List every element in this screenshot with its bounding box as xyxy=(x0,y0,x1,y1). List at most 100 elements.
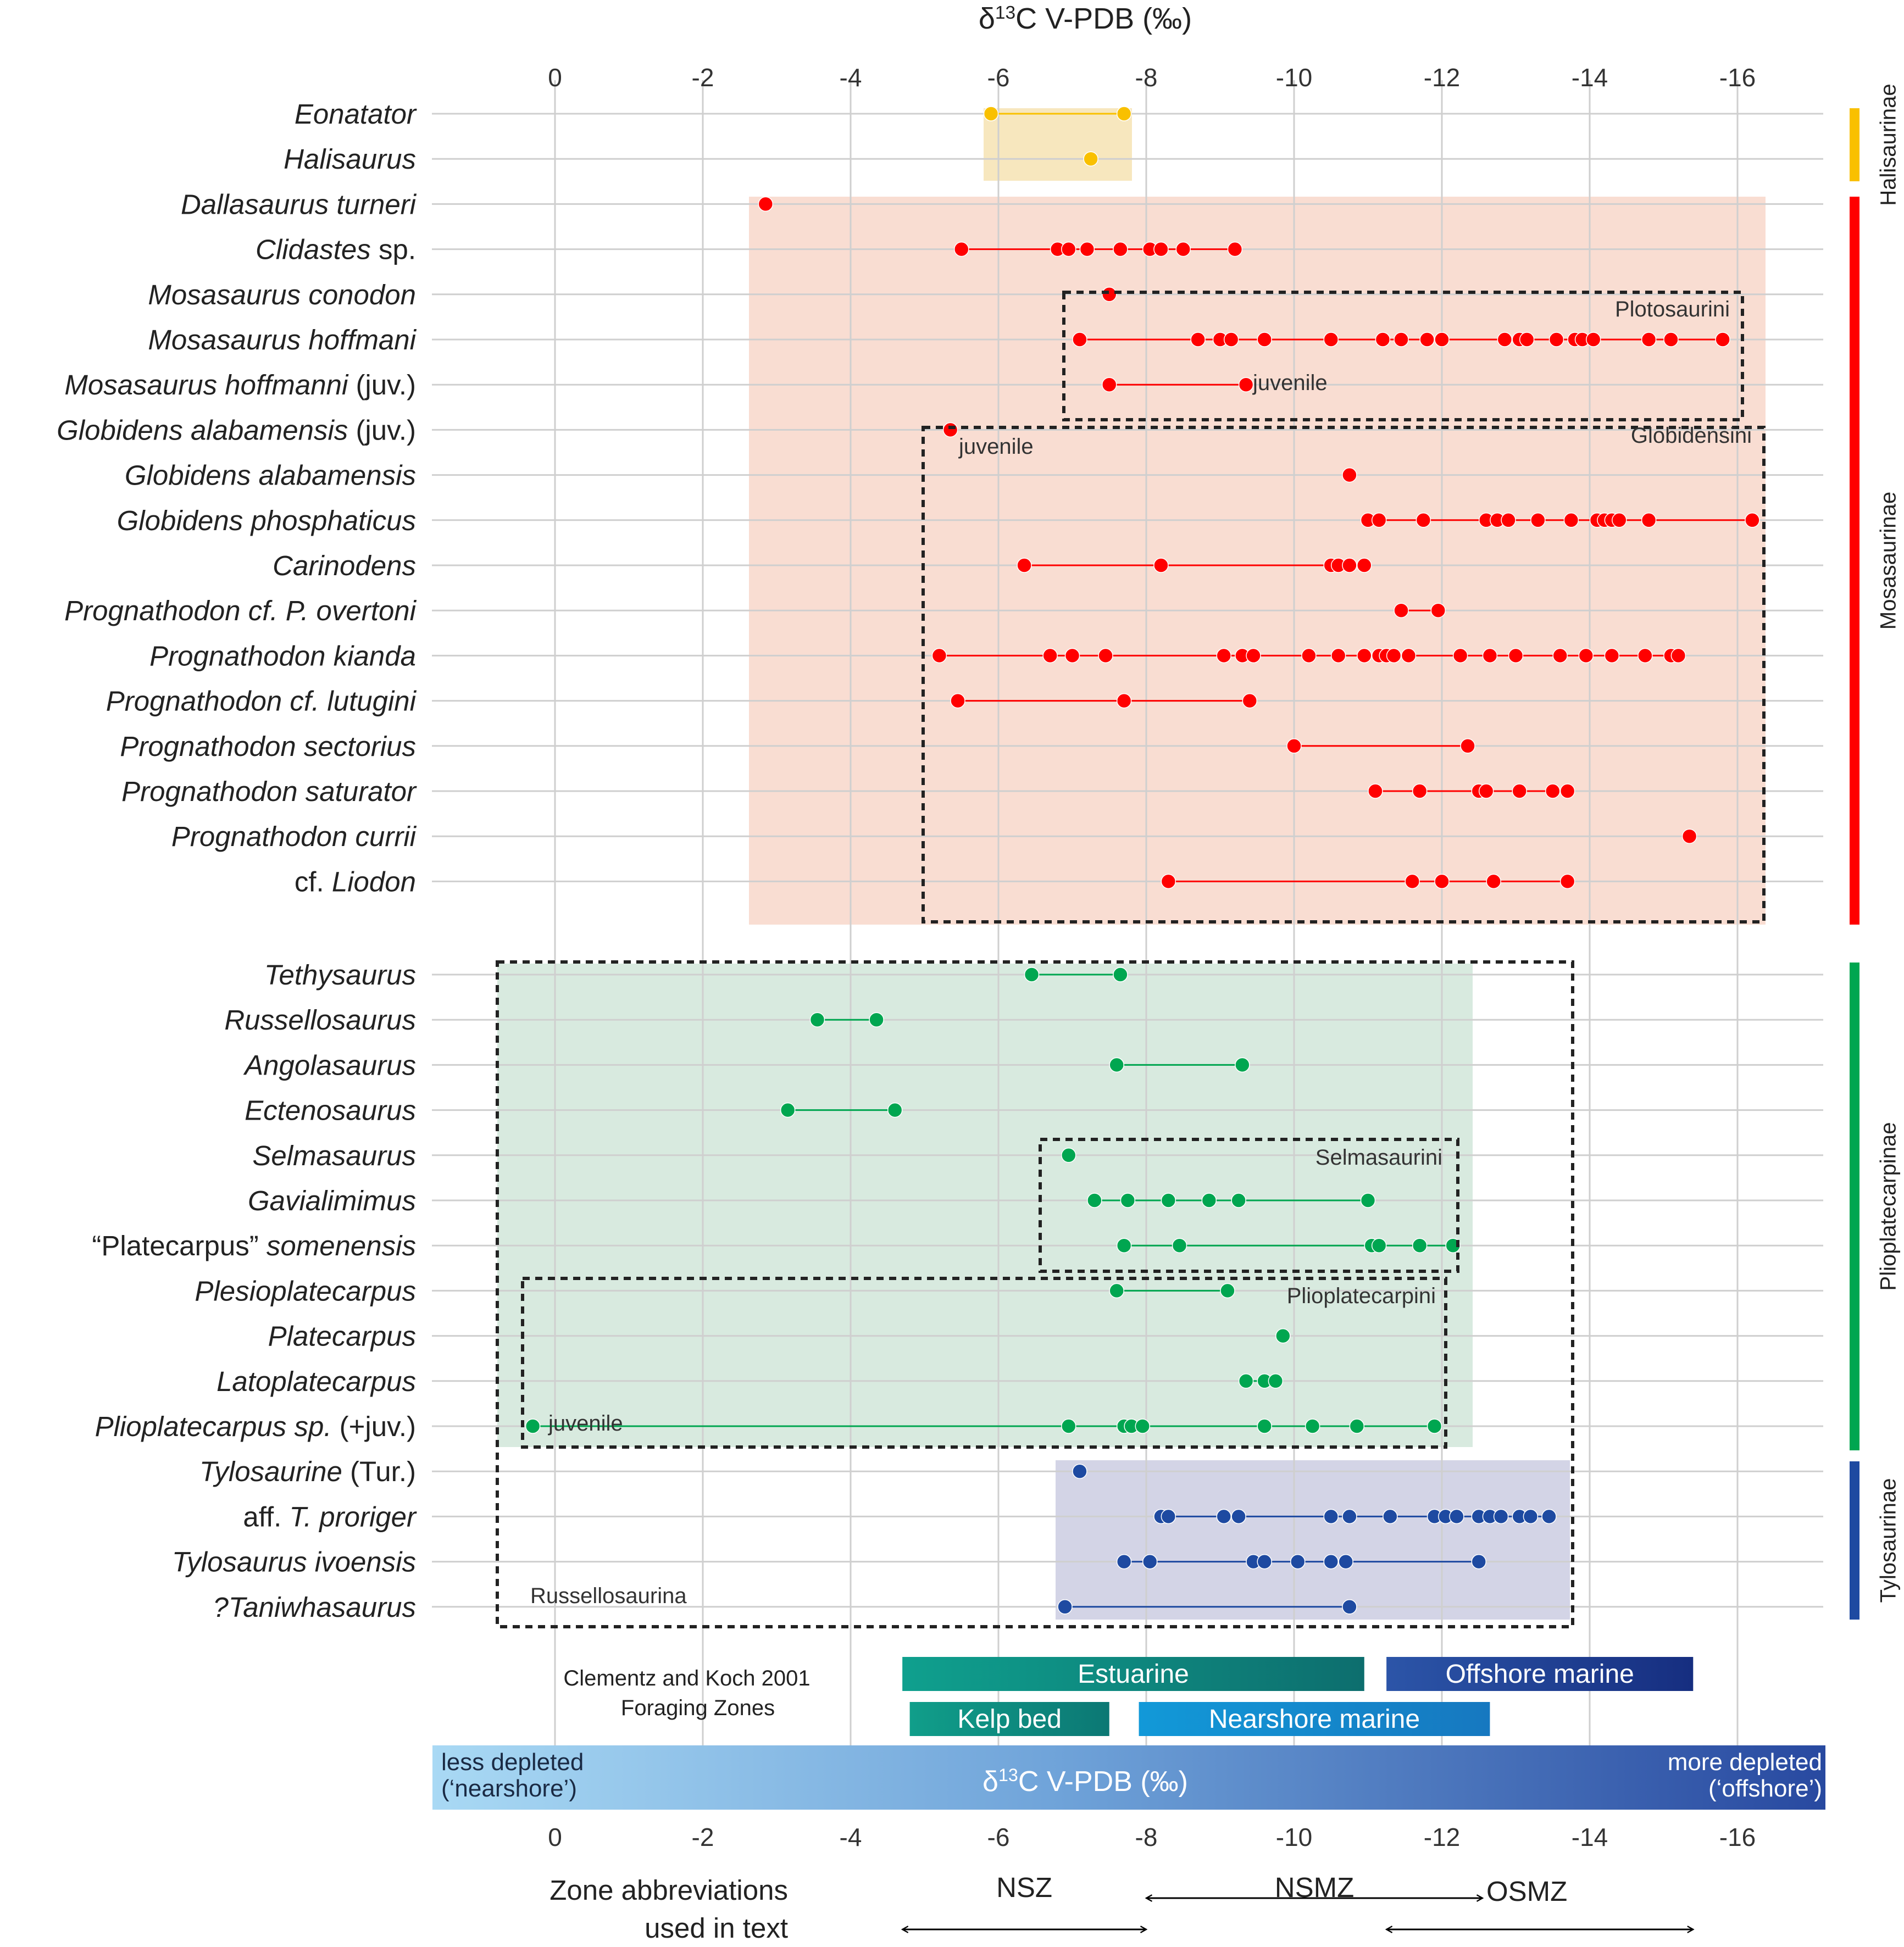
data-point xyxy=(1098,648,1113,664)
data-point xyxy=(1172,1238,1187,1253)
foraging-zone-label: Kelp bed xyxy=(957,1705,1062,1734)
data-point xyxy=(1268,1373,1284,1389)
data-point xyxy=(525,1418,541,1434)
top-tick-label: -14 xyxy=(1572,63,1608,92)
data-point xyxy=(1113,241,1128,257)
data-point xyxy=(1216,648,1231,664)
taxon-label: Latoplatecarpus xyxy=(217,1366,416,1397)
data-point xyxy=(983,106,999,121)
group-bar xyxy=(1850,1461,1859,1620)
taxon-label: Eonatator xyxy=(295,98,417,130)
group-bar xyxy=(1850,108,1859,181)
data-point xyxy=(942,422,958,438)
taxon-label: Globidens alabamensis xyxy=(125,460,416,491)
taxon-label: cf. Liodon xyxy=(295,866,416,897)
juvenile-label: juvenile xyxy=(958,435,1034,459)
data-point xyxy=(1386,648,1402,664)
data-point xyxy=(1471,1554,1486,1570)
taxon-label: Tylosaurus ivoensis xyxy=(172,1547,416,1578)
tribe-label: Selmasaurini xyxy=(1315,1145,1442,1170)
data-point xyxy=(1061,1148,1076,1163)
foraging-zone-bar xyxy=(909,1702,1109,1736)
taxon-label: Mosasaurus hoffmani xyxy=(148,324,417,355)
data-point xyxy=(1559,783,1575,799)
data-point xyxy=(1057,1599,1073,1615)
foraging-zone-bar xyxy=(1139,1702,1490,1736)
data-point xyxy=(1383,1509,1398,1525)
tribe-box xyxy=(922,426,1766,924)
data-point xyxy=(1323,332,1339,347)
data-point xyxy=(1216,1509,1231,1525)
taxon-label: Russellosaurus xyxy=(224,1004,416,1036)
data-point xyxy=(1235,1057,1250,1073)
data-point xyxy=(1641,513,1657,528)
data-point xyxy=(1394,332,1409,347)
data-point xyxy=(1072,1464,1087,1479)
data-point xyxy=(1227,241,1243,257)
data-point xyxy=(1360,1193,1376,1208)
data-point xyxy=(1508,648,1524,664)
taxon-label: Prognathodon currii xyxy=(171,821,417,852)
data-point xyxy=(1113,967,1128,982)
zone-abbrev-label: OSMZ xyxy=(1486,1876,1567,1907)
data-point xyxy=(1290,1554,1306,1570)
juvenile-annotations: juvenile juvenile juvenile xyxy=(548,371,1328,1436)
foraging-zone-bar xyxy=(1386,1657,1694,1691)
data-point xyxy=(1412,1238,1428,1253)
data-point xyxy=(1349,1418,1365,1434)
data-point xyxy=(1460,738,1475,754)
data-point xyxy=(1452,648,1468,664)
taxon-label: Prognathodon kianda xyxy=(149,640,416,671)
data-point xyxy=(1548,332,1564,347)
gridlines xyxy=(554,80,1739,1745)
data-point xyxy=(1142,1554,1158,1570)
data-point xyxy=(1401,648,1417,664)
top-tick-label: -6 xyxy=(987,63,1010,92)
tylosaurinae-background xyxy=(1056,1460,1570,1620)
taxon-label: Dallasaurus turneri xyxy=(181,188,417,220)
halisaurinae-background xyxy=(984,108,1132,181)
data-point xyxy=(1663,332,1679,347)
foraging-zone-bar xyxy=(902,1657,1364,1691)
taxon-label: Halisaurus xyxy=(284,143,416,175)
top-axis-title: δ13C V-PDB (‰) xyxy=(979,2,1192,35)
taxon-label: Tethysaurus xyxy=(264,959,416,991)
taxon-label: Ectenosaurus xyxy=(245,1095,416,1126)
foraging-zone-label: Estuarine xyxy=(1078,1660,1189,1689)
foraging-caption-line1: Clementz and Koch 2001 xyxy=(563,1666,810,1690)
data-point xyxy=(1371,1238,1387,1253)
data-point xyxy=(1079,241,1095,257)
data-point xyxy=(1715,332,1730,347)
data-point xyxy=(1412,783,1428,799)
bottom-tick-label: 0 xyxy=(548,1823,562,1851)
data-point xyxy=(1102,287,1117,302)
mosasaurinae-background xyxy=(749,197,1766,925)
tribe-boxes: Plotosaurini Globidensini Selmasaurini Plio… xyxy=(496,291,1766,1628)
data-point xyxy=(758,196,774,212)
group-bar xyxy=(1850,963,1859,1450)
data-point xyxy=(1501,513,1516,528)
data-point xyxy=(1419,332,1435,347)
data-point xyxy=(1042,648,1058,664)
data-point xyxy=(1161,1193,1176,1208)
tribe-box xyxy=(496,960,1574,1628)
data-point xyxy=(1116,106,1132,121)
data-point xyxy=(1493,1509,1509,1525)
data-point xyxy=(1523,1509,1539,1525)
data-point xyxy=(1072,332,1087,347)
data-point xyxy=(1342,1599,1357,1615)
top-tick-label: 0 xyxy=(548,63,562,92)
data-point xyxy=(1201,1193,1217,1208)
taxon-label: Prognathodon saturator xyxy=(121,776,417,807)
data-point xyxy=(1061,241,1076,257)
juvenile-label: juvenile xyxy=(548,1411,623,1436)
data-point xyxy=(1545,783,1561,799)
data-point xyxy=(1242,693,1258,709)
data-point xyxy=(1426,1418,1442,1434)
taxon-label: Plioplatecarpus sp. (+juv.) xyxy=(95,1411,416,1442)
data-point xyxy=(1585,332,1601,347)
data-point xyxy=(1161,1509,1176,1525)
data-point xyxy=(1275,1328,1291,1344)
gradient-left-line1: less depleted xyxy=(441,1749,584,1776)
